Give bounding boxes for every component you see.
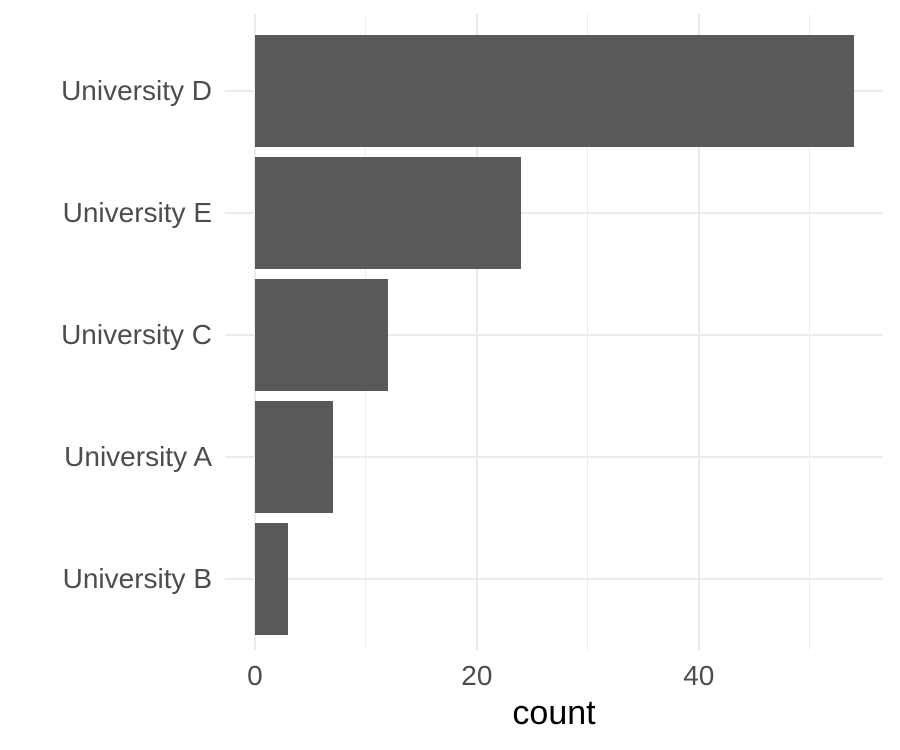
- y-axis-label: University C: [61, 319, 212, 350]
- x-axis-tick-label: 20: [461, 660, 493, 691]
- x-axis-tick-label: 40: [683, 660, 715, 691]
- grid-line-major: [697, 14, 700, 650]
- bar-university-e: [254, 157, 522, 269]
- y-axis-label: University D: [61, 75, 212, 106]
- grid-line-minor: [587, 14, 589, 650]
- plot-panel: [225, 14, 883, 650]
- y-axis-label: University B: [62, 563, 212, 594]
- bar-university-a: [254, 401, 333, 513]
- bar-university-d: [254, 35, 855, 147]
- grid-line-major: [475, 14, 478, 650]
- grid-line-horizontal: [225, 212, 883, 214]
- grid-line-horizontal: [225, 578, 883, 580]
- x-axis-tick-label: 0: [247, 660, 263, 691]
- grid-line-horizontal: [225, 456, 883, 458]
- x-axis-title: count: [512, 694, 596, 732]
- y-axis-label: University A: [64, 441, 212, 472]
- y-axis-label: University E: [62, 197, 212, 228]
- bar-university-c: [254, 279, 389, 391]
- bar-university-b: [254, 523, 289, 635]
- grid-line-horizontal: [225, 334, 883, 336]
- grid-line-minor: [809, 14, 811, 650]
